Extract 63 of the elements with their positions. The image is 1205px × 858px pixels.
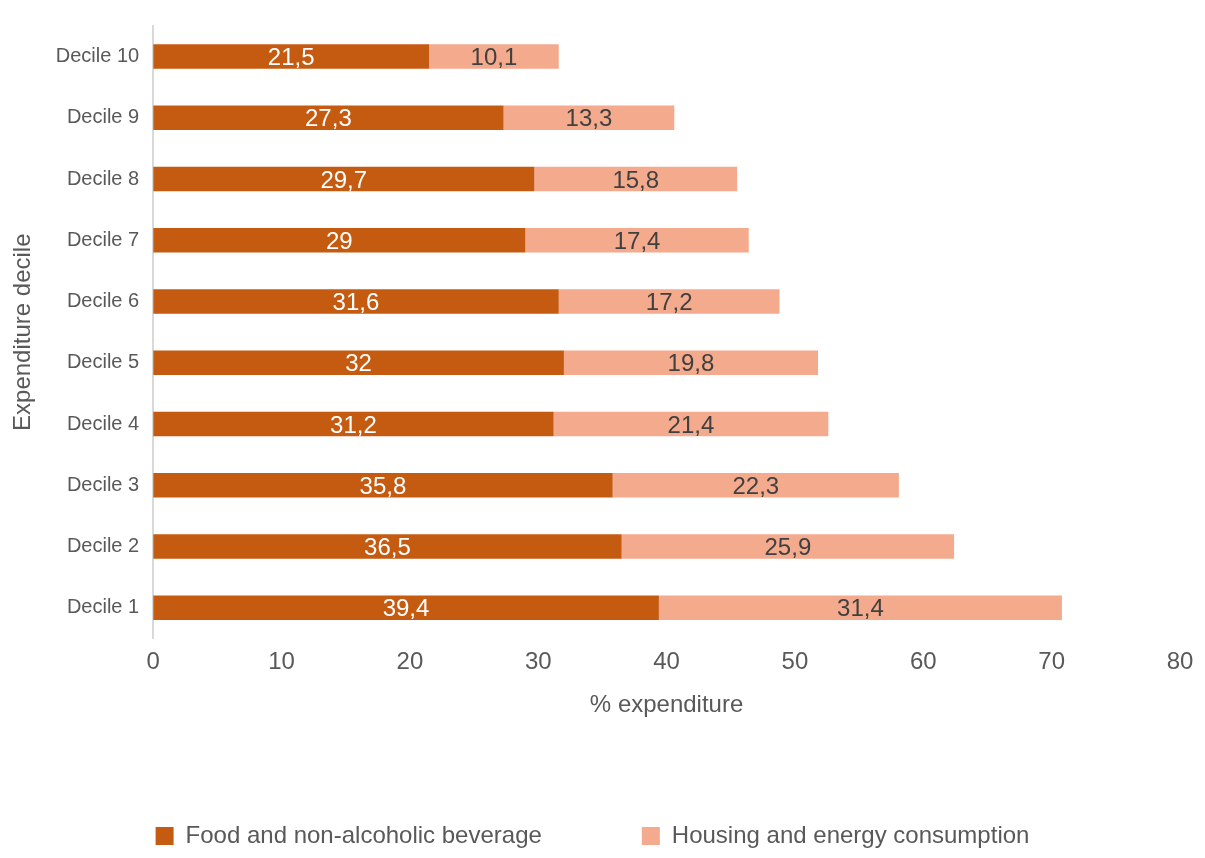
- y-tick-label: Decile 8: [66, 166, 140, 189]
- bar: [153, 166, 535, 192]
- x-tick-label: 70: [1038, 647, 1065, 675]
- bar: [563, 350, 819, 376]
- data-label: 31,4: [837, 594, 884, 622]
- data-label: 29: [325, 226, 353, 254]
- data-label: 29,7: [320, 165, 368, 193]
- bar: [621, 534, 955, 559]
- y-tick-label: Decile 7: [66, 227, 140, 250]
- bar: [153, 595, 659, 621]
- bar: [153, 105, 504, 131]
- y-tick-label: Decile 1: [66, 595, 140, 618]
- y-tick-label: Decile 6: [66, 289, 140, 312]
- x-tick-label: 0: [146, 647, 160, 675]
- bar: [553, 411, 829, 437]
- y-tick-label: Decile 10: [55, 44, 140, 67]
- x-tick-label: 80: [1166, 647, 1194, 675]
- bar: [558, 289, 780, 314]
- data-label: 10,1: [470, 43, 518, 71]
- data-label: 32: [345, 349, 372, 377]
- y-tick-label: Decile 4: [66, 411, 140, 434]
- y-tick-label: Decile 3: [66, 472, 140, 495]
- x-tick-label: 10: [268, 647, 295, 675]
- data-label: 17,2: [645, 288, 693, 316]
- x-tick-label: 40: [653, 647, 680, 675]
- x-tick-label: 20: [396, 647, 424, 675]
- data-label: 13,3: [565, 104, 613, 132]
- bar: [153, 534, 622, 559]
- bar: [153, 350, 564, 376]
- legend-label: Food and non-alcoholic beverage: [185, 820, 542, 848]
- y-tick-label: Decile 9: [66, 105, 140, 128]
- data-label: 39,4: [382, 594, 430, 622]
- y-axis-title: Expenditure decile: [8, 233, 36, 431]
- y-tick-label: Decile 5: [66, 350, 140, 373]
- data-label: 22,3: [732, 471, 780, 499]
- x-tick-label: 60: [909, 647, 937, 675]
- bar: [153, 228, 526, 253]
- bar: [429, 44, 559, 69]
- bar: [525, 228, 749, 253]
- bar: [658, 595, 1062, 621]
- y-tick-label: Decile 2: [66, 534, 140, 557]
- bar: [153, 411, 554, 437]
- x-tick-label: 50: [781, 647, 809, 675]
- data-label: 36,5: [364, 533, 411, 561]
- data-label: 35,8: [359, 471, 407, 499]
- data-label: 31,6: [332, 288, 380, 316]
- bar: [503, 105, 675, 131]
- legend-label: Housing and energy consumption: [671, 820, 1030, 848]
- data-label: 17,4: [613, 226, 661, 254]
- bar: [612, 473, 899, 498]
- bar: [153, 44, 430, 69]
- bar: [153, 289, 559, 314]
- bar: [153, 473, 613, 498]
- data-label: 27,3: [305, 104, 352, 132]
- data-label: 15,8: [612, 165, 660, 193]
- data-label: 31,2: [330, 410, 377, 438]
- x-tick-label: 30: [524, 647, 552, 675]
- x-axis-title: % expenditure: [589, 690, 744, 718]
- data-label: 25,9: [764, 533, 812, 561]
- data-label: 19,8: [667, 349, 715, 377]
- bar: [534, 166, 738, 192]
- data-label: 21,4: [667, 410, 715, 438]
- data-label: 21,5: [267, 43, 315, 71]
